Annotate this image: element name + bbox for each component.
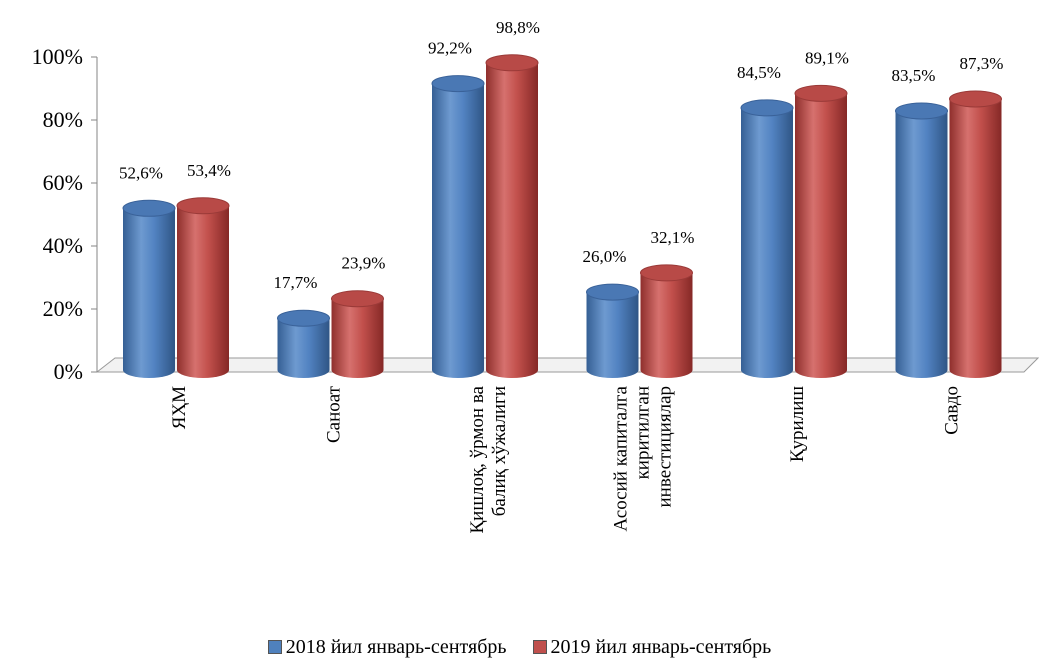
bar-top-2018	[122, 199, 176, 217]
category-label: Асосий капиталга	[611, 385, 632, 531]
data-label-2019: 98,8%	[496, 18, 540, 37]
bar-top-2018	[586, 283, 639, 301]
legend-swatch-2018	[267, 640, 282, 654]
y-tick-label: 60%	[43, 170, 83, 195]
data-label-2018: 26,0%	[583, 247, 627, 266]
bar-top-2019	[331, 290, 384, 308]
y-tick-label: 80%	[43, 107, 83, 132]
category-label: ЯҲМ	[169, 386, 190, 429]
y-tick-label: 100%	[32, 44, 83, 69]
bar-top-2019	[794, 84, 848, 102]
bar-2019	[949, 99, 1002, 378]
bar-2018	[277, 318, 330, 378]
category-label: Савдо	[942, 386, 963, 435]
bar-top-2018	[277, 309, 330, 327]
y-tick-label: 20%	[43, 296, 83, 321]
data-label-2019: 32,1%	[651, 228, 695, 247]
category-label: Қурилиш	[787, 386, 808, 462]
bar-2018	[123, 208, 175, 378]
legend-label-2019: 2019 йил январь-сентябрь	[550, 635, 772, 658]
data-label-2018: 17,7%	[274, 273, 318, 292]
data-label-2018: 84,5%	[737, 63, 781, 82]
category-label: Қишлоқ, ўрмон ва	[467, 385, 488, 533]
bar-top-2019	[176, 197, 230, 215]
data-label-2019: 89,1%	[805, 48, 849, 67]
bar-2019	[640, 272, 693, 378]
data-label-2018: 83,5%	[892, 66, 936, 85]
bar-chart: 0% 20% 40% 60% 80% 100% 52,6% 53,4% ЯҲМ 17,7% 23,9…	[32, 18, 1039, 534]
category-label: инвестициялар	[655, 386, 676, 508]
bar-2019	[331, 298, 384, 378]
category-label: Саноат	[324, 385, 345, 443]
data-label-2019: 87,3%	[960, 54, 1004, 73]
bar-2019	[795, 93, 847, 379]
legend-item-2018: 2018 йил январь-сентябрь	[267, 635, 507, 659]
bar-2018	[741, 107, 793, 378]
data-label-2019: 23,9%	[342, 254, 386, 273]
y-tick-label: 40%	[43, 233, 83, 258]
legend-label-2018: 2018 йил январь-сентябрь	[285, 635, 507, 658]
bar-2018	[432, 83, 484, 378]
data-label-2018: 92,2%	[428, 39, 472, 58]
data-label-2018: 52,6%	[119, 163, 163, 182]
bar-top-2018	[431, 75, 485, 93]
legend-swatch-2019	[532, 640, 547, 654]
bar-top-2019	[485, 54, 539, 72]
bar-2019	[177, 205, 229, 378]
bar-2018	[895, 110, 948, 378]
bar-top-2018	[740, 99, 794, 117]
legend-item-2019: 2019 йил январь-сентябрь	[532, 635, 772, 659]
category-label: киритилган	[633, 386, 654, 479]
category-label: балиқ хўжалиги	[489, 386, 510, 516]
data-label-2019: 53,4%	[187, 161, 231, 180]
bar-top-2019	[640, 264, 693, 282]
bar-2019	[486, 62, 538, 378]
bar-2018	[586, 292, 639, 378]
bar-top-2019	[949, 90, 1002, 108]
bar-top-2018	[895, 102, 948, 120]
y-tick-label: 0%	[54, 359, 83, 384]
chart-legend: 2018 йил январь-сентябрь 2019 йил январь…	[0, 632, 1039, 662]
